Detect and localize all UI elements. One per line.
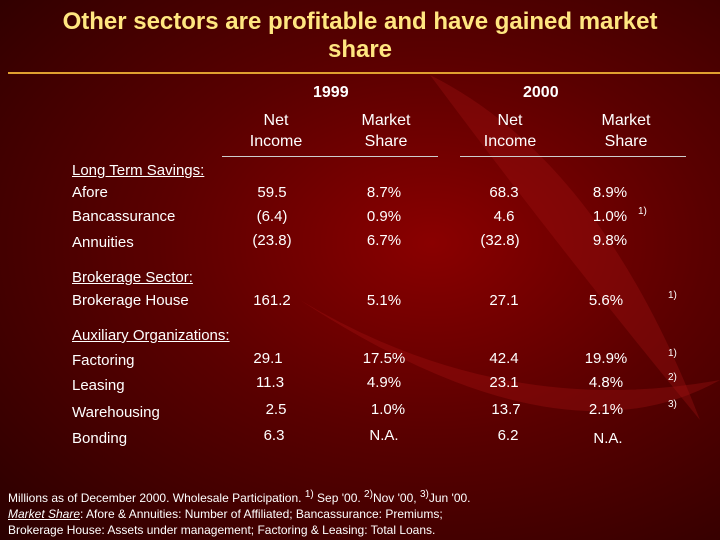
- col-header-line: Share: [364, 133, 408, 150]
- cell: 68.3: [489, 184, 519, 201]
- col-header-line: Share: [604, 133, 648, 150]
- cell: (32.8): [480, 232, 520, 249]
- col-header-line: Market: [361, 112, 411, 129]
- footnote-marker: 1): [638, 206, 647, 217]
- footnote: Millions as of December 2000. Wholesale …: [8, 487, 471, 538]
- col-header-line: Income: [483, 133, 537, 150]
- col-header-line: Net: [497, 112, 523, 129]
- col-header-line: Net: [263, 112, 289, 129]
- footnote-term: Market Share: [8, 507, 81, 521]
- row-label: Annuities: [72, 234, 134, 251]
- cell: 6.2: [497, 427, 519, 444]
- cell: 9.8%: [592, 232, 628, 249]
- row-label: Leasing: [72, 377, 125, 394]
- row-label: Warehousing: [72, 404, 160, 421]
- footnote-marker: 1): [668, 348, 677, 359]
- cell: 4.6: [493, 208, 515, 225]
- cell: 42.4: [489, 350, 519, 367]
- cell: 1.0%: [370, 401, 406, 418]
- cell: N.A.: [369, 427, 399, 444]
- title-line-1: Other sectors are profitable and have ga…: [62, 8, 658, 35]
- cell: 4.8%: [588, 374, 624, 391]
- title-line-2: share: [327, 36, 393, 63]
- cell: 13.7: [491, 401, 521, 418]
- row-label: Bancassurance: [72, 208, 176, 225]
- footnote-line-2: Market Share: Afore & Annuities: Number …: [8, 506, 471, 522]
- header-rule-2000: [460, 156, 686, 157]
- cell: 5.1%: [366, 292, 402, 309]
- cell: 29.1: [253, 350, 283, 367]
- section-auxiliary: Auxiliary Organizations:: [72, 327, 230, 344]
- footnote-text: Jun '00.: [428, 491, 471, 505]
- col-header-line: Income: [249, 133, 303, 150]
- footnote-marker: 3): [668, 399, 677, 410]
- cell: 0.9%: [366, 208, 402, 225]
- cell: 27.1: [489, 292, 519, 309]
- section-long-term-savings: Long Term Savings:: [72, 162, 205, 179]
- cell: 2.5: [265, 401, 287, 418]
- row-label: Bonding: [72, 430, 128, 447]
- year-1999: 1999: [313, 84, 349, 101]
- footnote-marker: 2): [668, 372, 677, 383]
- cell: 6.7%: [366, 232, 402, 249]
- cell: 2.1%: [588, 401, 624, 418]
- cell: 19.9%: [584, 350, 628, 367]
- footnote-sup: 3): [419, 489, 429, 500]
- footnote-sup: 2): [364, 489, 373, 500]
- cell: 4.9%: [366, 374, 402, 391]
- section-brokerage: Brokerage Sector:: [72, 269, 193, 286]
- page-title: Other sectors are profitable and have ga…: [0, 8, 720, 64]
- cell: 11.3: [255, 374, 285, 391]
- col-header-net-income-2000: Net Income: [470, 110, 550, 152]
- cell: 1.0%: [592, 208, 628, 225]
- cell: 6.3: [263, 427, 285, 444]
- col-header-market-share-2000: Market Share: [586, 110, 666, 152]
- footnote-line-3: Brokerage House: Assets under management…: [8, 523, 436, 537]
- cell: 59.5: [257, 184, 287, 201]
- footnote-text: Sep '00.: [313, 491, 365, 505]
- col-header-line: Market: [601, 112, 651, 129]
- cell: N.A.: [593, 430, 623, 447]
- row-label: Brokerage House: [72, 292, 189, 309]
- footnote-text: Millions as of December 2000. Wholesale …: [8, 491, 305, 505]
- cell: 8.7%: [366, 184, 402, 201]
- cell: 5.6%: [588, 292, 624, 309]
- cell: 17.5%: [362, 350, 406, 367]
- col-header-market-share-1999: Market Share: [346, 110, 426, 152]
- row-label: Factoring: [72, 352, 135, 369]
- row-label: Afore: [72, 184, 108, 201]
- cell: (6.4): [256, 208, 288, 225]
- cell: (23.8): [252, 232, 292, 249]
- footnote-marker: 1): [668, 290, 677, 301]
- footnote-text: Nov '00,: [372, 491, 420, 505]
- cell: 8.9%: [592, 184, 628, 201]
- footnote-text: : Afore & Annuities: Number of Affiliate…: [80, 507, 443, 521]
- footnote-line-1: Millions as of December 2000. Wholesale …: [8, 487, 471, 506]
- cell: 23.1: [489, 374, 519, 391]
- col-header-net-income-1999: Net Income: [236, 110, 316, 152]
- title-divider: [8, 72, 720, 74]
- footnote-sup: 1): [304, 489, 314, 500]
- cell: 161.2: [253, 292, 291, 309]
- year-2000: 2000: [523, 84, 559, 101]
- header-rule-1999: [222, 156, 438, 157]
